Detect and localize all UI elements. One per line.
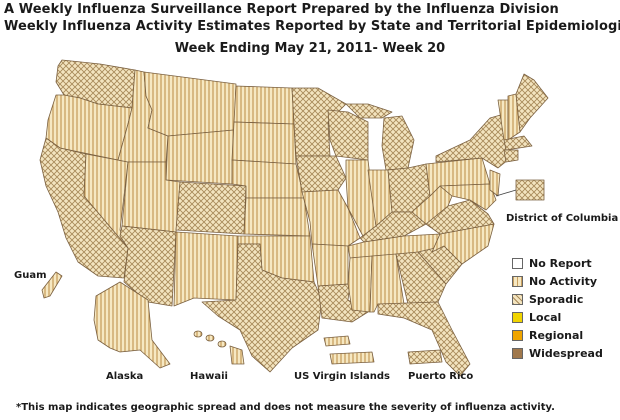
dc-inset [515,179,545,201]
title-line-2: Weekly Influenza Activity Estimates Repo… [4,19,620,34]
state-nd [233,85,295,125]
state-mo [301,189,361,247]
swatch-sporadic [512,293,523,305]
territory-guam [41,271,63,299]
state-wy [165,129,235,185]
state-sd [231,121,297,165]
state-mi [381,115,415,171]
legend-label: Widespread [529,346,603,360]
dc-leader [495,189,517,197]
label-us-virgin-islands: US Virgin Islands [294,371,390,382]
territory-usvi [323,335,375,365]
swatch-no-activity [512,275,523,287]
state-tx [201,243,323,373]
state-ks [243,197,311,237]
state-ga [395,251,447,305]
map-legend: No Report No Activity Sporadic Local Reg… [512,254,603,362]
legend-item-no-report: No Report [512,254,603,272]
state-co [175,181,247,235]
legend-label: Regional [529,328,584,342]
swatch-widespread [512,347,523,359]
legend-item-widespread: Widespread [512,344,603,362]
state-ms [347,255,373,313]
state-me [515,73,549,133]
state-mi-upper [345,103,393,119]
state-nj [489,169,501,197]
legend-item-regional: Regional [512,326,603,344]
label-district-of-columbia: District of Columbia [506,213,619,224]
state-mn [291,87,347,157]
state-nm [173,231,239,307]
state-fl [377,301,471,377]
state-ct [503,149,519,163]
title-line-1: A Weekly Influenza Surveillance Report P… [4,2,559,17]
swatch-regional [512,329,523,341]
swatch-local [512,311,523,323]
label-alaska: Alaska [106,371,144,382]
state-ma [503,135,533,151]
state-ia [295,155,347,193]
legend-label: Local [529,310,562,324]
legend-item-sporadic: Sporadic [512,290,603,308]
week-subtitle: Week Ending May 21, 2011- Week 20 [174,41,446,56]
state-hi [193,330,245,365]
legend-item-no-activity: No Activity [512,272,603,290]
legend-item-local: Local [512,308,603,326]
legend-label: No Report [529,256,592,270]
state-ak [93,281,171,369]
legend-label: Sporadic [529,292,584,306]
state-ar [311,243,349,287]
label-puerto-rico: Puerto Rico [408,371,474,382]
footnote: *This map indicates geographic spread an… [16,402,555,413]
label-guam: Guam [14,270,47,281]
legend-label: No Activity [529,274,598,288]
territory-pr [407,349,443,365]
label-hawaii: Hawaii [190,371,228,382]
state-mt [143,71,237,137]
swatch-no-report [512,257,523,269]
